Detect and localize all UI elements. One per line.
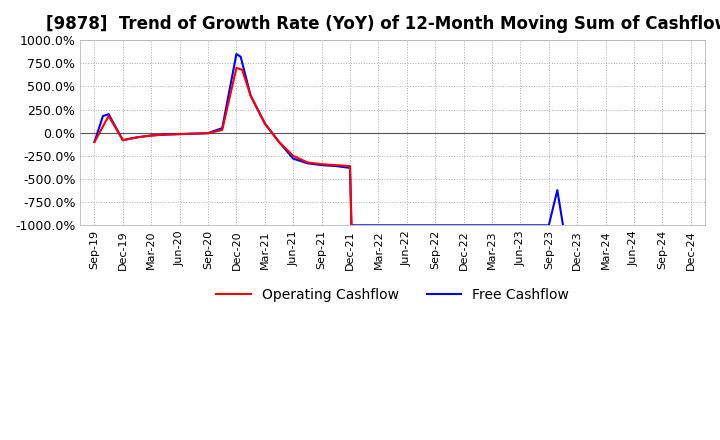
Free Cashflow [331,163,340,169]
Operating Cashflow [261,121,269,126]
Free Cashflow [346,165,354,171]
Free Cashflow [347,223,356,228]
Operating Cashflow [347,223,356,228]
Operating Cashflow [318,161,326,167]
Operating Cashflow [147,133,156,138]
Operating Cashflow [232,65,240,70]
Free Cashflow [175,132,184,137]
Free Cashflow [236,54,245,59]
Operating Cashflow [218,127,227,132]
Operating Cashflow [175,132,184,137]
Operating Cashflow [161,132,170,137]
Operating Cashflow [119,137,127,143]
Free Cashflow [218,125,227,131]
Operating Cashflow [331,162,340,168]
Free Cashflow [318,162,326,168]
Free Cashflow [289,156,297,161]
Free Cashflow [90,139,99,145]
Operating Cashflow [246,93,255,98]
Free Cashflow [204,131,212,136]
Line: Operating Cashflow: Operating Cashflow [94,68,351,225]
Free Cashflow [132,135,141,140]
Free Cashflow [559,223,567,228]
Free Cashflow [189,131,198,136]
Free Cashflow [275,139,284,145]
Legend: Operating Cashflow, Free Cashflow: Operating Cashflow, Free Cashflow [210,282,575,307]
Title: [9878]  Trend of Growth Rate (YoY) of 12-Month Moving Sum of Cashflows: [9878] Trend of Growth Rate (YoY) of 12-… [45,15,720,33]
Operating Cashflow [275,139,284,145]
Free Cashflow [99,114,107,119]
Free Cashflow [246,93,255,98]
Free Cashflow [104,112,113,117]
Free Cashflow [303,161,312,166]
Free Cashflow [261,121,269,126]
Free Cashflow [232,51,240,57]
Operating Cashflow [189,131,198,136]
Operating Cashflow [104,114,113,119]
Free Cashflow [161,132,170,137]
Operating Cashflow [132,135,141,140]
Free Cashflow [544,223,553,228]
Operating Cashflow [346,163,354,169]
Operating Cashflow [90,139,99,145]
Operating Cashflow [238,67,246,73]
Operating Cashflow [289,153,297,158]
Free Cashflow [553,187,562,193]
Operating Cashflow [204,131,212,136]
Line: Free Cashflow: Free Cashflow [94,54,563,225]
Free Cashflow [147,133,156,138]
Operating Cashflow [303,160,312,165]
Free Cashflow [119,137,127,143]
